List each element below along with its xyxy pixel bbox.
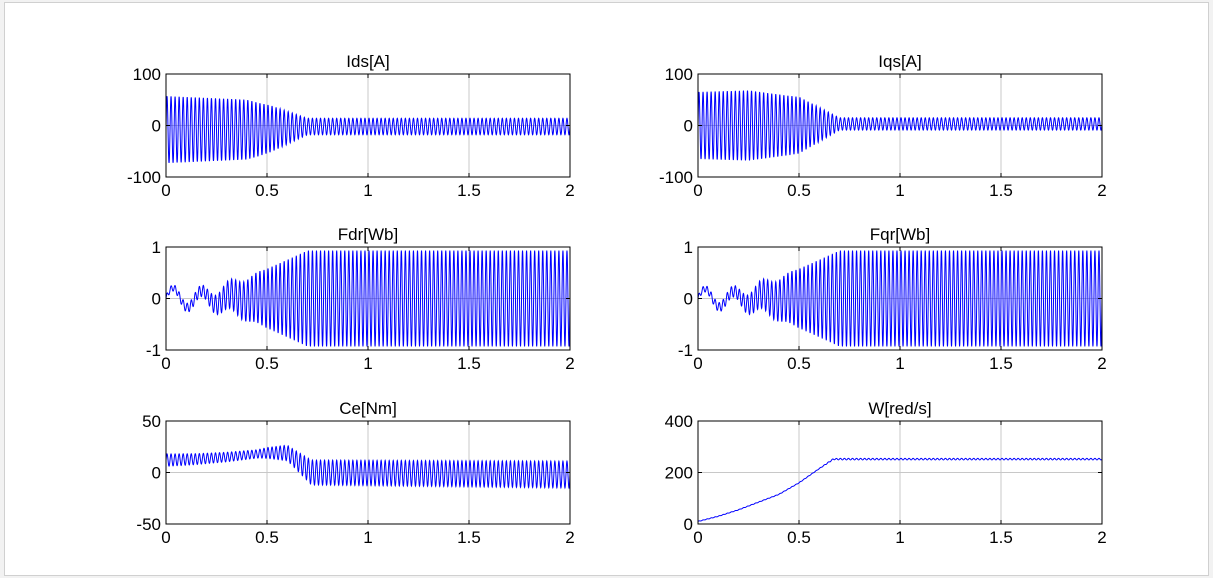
x-tick-label: 1.5: [989, 354, 1013, 373]
series-line: [697, 457, 1103, 522]
x-tick-label: 1: [363, 354, 372, 373]
x-tick-label: 1.5: [457, 181, 481, 200]
x-tick-label: 0: [693, 528, 702, 547]
y-tick-label: 400: [665, 412, 693, 431]
subplot-title: Fdr[Wb]: [338, 225, 398, 244]
y-tick-label: 0: [152, 464, 161, 483]
y-tick-label: -1: [678, 341, 693, 360]
x-tick-label: 1: [895, 354, 904, 373]
y-tick-label: -100: [127, 168, 161, 187]
x-tick-label: 0.5: [787, 181, 811, 200]
x-tick-label: 0.5: [255, 354, 279, 373]
x-tick-label: 0: [161, 354, 170, 373]
x-tick-label: 1: [363, 181, 372, 200]
x-tick-label: 2: [1097, 528, 1106, 547]
x-tick-label: 1: [895, 181, 904, 200]
subplot-title: W[red/s]: [868, 399, 931, 418]
y-tick-label: 0: [684, 515, 693, 534]
x-tick-label: 1.5: [457, 354, 481, 373]
x-tick-label: 0.5: [255, 181, 279, 200]
y-tick-label: 50: [142, 412, 161, 431]
subplot-w[interactable]: 0 0.5 1 1.5 2 400 200 0 W[red/s]: [665, 399, 1107, 547]
series-line: [165, 250, 571, 347]
subplot-title: Ce[Nm]: [339, 399, 397, 418]
x-tick-label: 0.5: [787, 354, 811, 373]
x-tick-label: 1.5: [989, 528, 1013, 547]
x-tick-label: 1: [895, 528, 904, 547]
y-tick-label: 0: [152, 117, 161, 136]
y-tick-label: 200: [665, 464, 693, 483]
y-tick-label: -1: [146, 341, 161, 360]
y-tick-label: 0: [152, 290, 161, 309]
x-tick-label: 0.5: [255, 528, 279, 547]
y-tick-label: 0: [684, 117, 693, 136]
x-tick-label: 0: [161, 528, 170, 547]
x-tick-label: 1: [363, 528, 372, 547]
series-line: [165, 444, 571, 490]
x-tick-label: 0.5: [787, 528, 811, 547]
y-tick-label: 1: [684, 238, 693, 257]
subplot-title: Ids[A]: [346, 52, 389, 71]
subplot-title: Iqs[A]: [878, 52, 921, 71]
x-tick-label: 2: [565, 354, 574, 373]
y-tick-label: 100: [133, 65, 161, 84]
subplot-title: Fqr[Wb]: [870, 225, 930, 244]
x-tick-label: 1.5: [989, 181, 1013, 200]
x-tick-label: 0: [161, 181, 170, 200]
y-tick-label: 0: [684, 290, 693, 309]
y-tick-label: -50: [136, 515, 161, 534]
x-tick-label: 1.5: [457, 528, 481, 547]
x-tick-label: 2: [565, 181, 574, 200]
x-tick-label: 2: [565, 528, 574, 547]
x-tick-label: 0: [693, 181, 702, 200]
x-tick-label: 2: [1097, 181, 1106, 200]
series-line: [165, 96, 571, 164]
y-tick-label: 1: [152, 238, 161, 257]
x-tick-label: 2: [1097, 354, 1106, 373]
x-tick-label: 0: [693, 354, 702, 373]
series-line: [697, 90, 1103, 161]
y-tick-label: -100: [659, 168, 693, 187]
y-tick-label: 100: [665, 65, 693, 84]
series-line: [697, 250, 1103, 347]
